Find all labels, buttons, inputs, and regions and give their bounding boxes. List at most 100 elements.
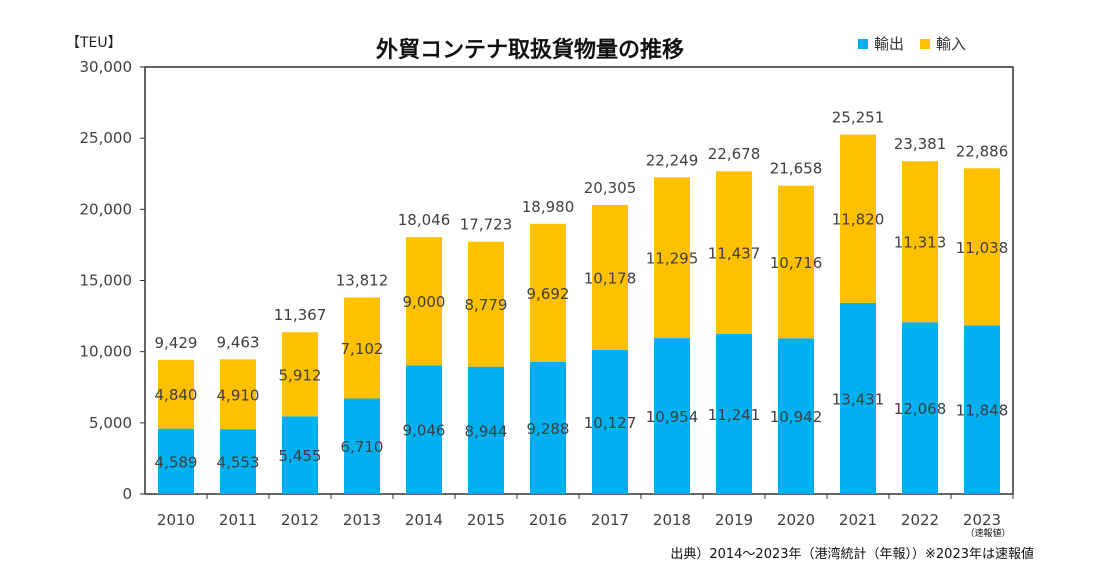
x-tick-label: 2016 (529, 511, 567, 529)
data-label-total: 25,251 (832, 109, 885, 127)
data-label-import: 10,716 (770, 254, 823, 272)
bar-import (840, 134, 876, 303)
bar-import (220, 359, 256, 430)
data-label-export: 8,944 (465, 422, 508, 440)
data-label-export: 5,455 (279, 447, 322, 465)
legend-swatch-import (920, 38, 931, 49)
x-tick-label: 2010 (157, 511, 195, 529)
data-label-import: 4,910 (217, 386, 260, 404)
bar-export (778, 338, 814, 494)
x-tick-label: 2015 (467, 511, 505, 529)
bar-export (406, 365, 442, 494)
legend-item-import: 輸入 (920, 33, 966, 54)
data-label-import: 11,313 (894, 234, 947, 252)
y-tick-label: 5,000 (89, 414, 132, 432)
bar-import (902, 161, 938, 323)
data-label-import: 11,295 (646, 250, 699, 268)
preliminary-note: （速報値） (965, 527, 1010, 539)
data-label-export: 9,288 (527, 420, 570, 438)
source-note: 出典）2014～2023年（港湾統計（年報））※2023年は速報値 (670, 547, 1034, 562)
legend-item-export: 輸出 (858, 33, 904, 54)
y-tick-label: 15,000 (80, 272, 133, 290)
x-tick-label: 2012 (281, 511, 319, 529)
x-tick-label: 2014 (405, 511, 443, 529)
data-label-import: 11,038 (956, 239, 1009, 257)
bar-export (158, 428, 194, 494)
bar-export (654, 338, 690, 494)
bar-export (344, 398, 380, 494)
data-label-total: 21,658 (770, 160, 823, 178)
data-label-total: 22,886 (956, 142, 1009, 160)
y-tick-label: 30,000 (80, 58, 133, 76)
data-label-total: 9,429 (155, 334, 198, 352)
data-label-export: 10,942 (770, 408, 823, 426)
data-label-import: 9,692 (527, 285, 570, 303)
y-axis-unit-label: 【TEU】 (66, 35, 122, 51)
data-label-export: 10,127 (584, 414, 637, 432)
data-label-export: 13,431 (832, 390, 885, 408)
bar-import (344, 297, 380, 399)
bar-import (158, 359, 194, 429)
data-label-total: 17,723 (460, 216, 513, 234)
data-label-import: 10,178 (584, 269, 637, 287)
data-label-total: 13,812 (336, 271, 389, 289)
bar-import (592, 204, 628, 350)
data-label-export: 9,046 (403, 422, 446, 440)
bar-export (592, 349, 628, 494)
data-label-export: 4,589 (155, 453, 198, 471)
bar-export (964, 325, 1000, 494)
x-tick-label: 2020 (777, 511, 815, 529)
data-label-import: 4,840 (155, 386, 198, 404)
bar-import (778, 185, 814, 339)
data-label-total: 11,367 (274, 306, 327, 324)
x-tick-label: 2022 (901, 511, 939, 529)
bar-import (468, 241, 504, 367)
data-label-export: 4,553 (217, 454, 260, 472)
bar-export (220, 429, 256, 494)
data-label-total: 9,463 (217, 333, 260, 351)
bar-import (716, 171, 752, 335)
data-label-total: 18,046 (398, 211, 451, 229)
x-tick-label: 2017 (591, 511, 629, 529)
data-label-export: 11,848 (956, 402, 1009, 420)
legend-label-export: 輸出 (874, 35, 905, 53)
data-label-import: 11,437 (708, 245, 761, 263)
data-label-total: 20,305 (584, 179, 637, 197)
x-tick-label: 2019 (715, 511, 753, 529)
bar-export (840, 302, 876, 494)
data-label-import: 7,102 (341, 340, 384, 358)
data-label-export: 10,954 (646, 408, 699, 426)
data-label-export: 12,068 (894, 400, 947, 418)
plot-area-border (144, 66, 1014, 495)
y-tick-label: 20,000 (80, 200, 133, 218)
data-label-import: 9,000 (403, 293, 446, 311)
data-label-import: 8,779 (465, 296, 508, 314)
data-label-total: 23,381 (894, 135, 947, 153)
bar-import (964, 168, 1000, 326)
x-tick-label: 2018 (653, 511, 691, 529)
data-label-import: 11,820 (832, 211, 885, 229)
legend-label-import: 輸入 (936, 35, 967, 53)
bar-import (282, 332, 318, 417)
bar-export (716, 334, 752, 494)
data-label-export: 11,241 (708, 406, 761, 424)
x-tick-label: 2021 (839, 511, 877, 529)
legend-swatch-export (858, 38, 868, 49)
data-label-total: 18,980 (522, 198, 575, 216)
bar-export (282, 416, 318, 494)
data-label-total: 22,249 (646, 151, 699, 169)
chart-title: 外貿コンテナ取扱貨物量の推移 (375, 38, 684, 63)
bar-import (406, 237, 442, 366)
bar-import (654, 177, 690, 339)
y-tick-label: 0 (122, 485, 132, 503)
y-tick-label: 10,000 (80, 343, 133, 361)
bar-import (530, 223, 566, 362)
x-tick-label: 2023 (963, 511, 1001, 529)
data-label-import: 5,912 (279, 366, 322, 384)
legend: 輸出 輸入 (858, 33, 966, 54)
data-label-total: 22,678 (708, 145, 761, 163)
bar-export (902, 322, 938, 494)
bar-export (468, 366, 504, 494)
x-tick-label: 2011 (219, 511, 257, 529)
